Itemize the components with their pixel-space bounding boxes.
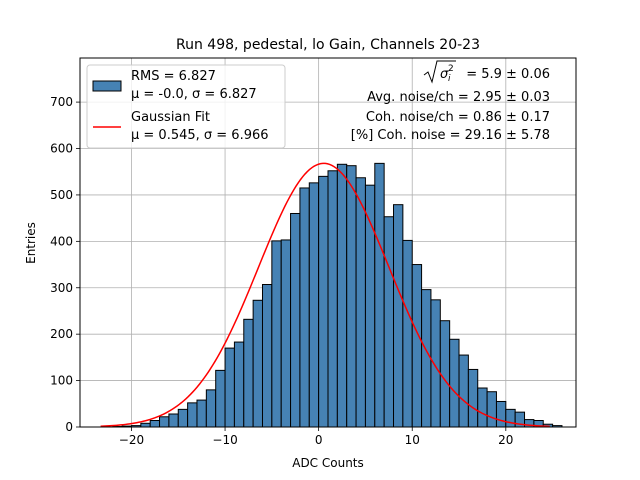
x-tick-label: 10 — [405, 433, 420, 447]
histogram-bars — [112, 162, 563, 428]
sigma-annotation: = 5.9 ± 0.06 — [466, 67, 550, 82]
histogram-bar — [458, 354, 469, 428]
x-tick-label: 20 — [498, 433, 513, 447]
histogram-bar — [449, 338, 460, 428]
histogram-bar — [486, 391, 497, 428]
y-tick-label: 600 — [50, 142, 73, 156]
x-tick-label: 0 — [315, 433, 323, 447]
y-tick-label: 200 — [50, 327, 73, 341]
y-tick-label: 300 — [50, 281, 73, 295]
histogram-bar — [140, 422, 151, 428]
histogram-bar — [421, 289, 432, 428]
legend: RMS = 6.827 μ = -0.0, σ = 6.827 Gaussian… — [86, 64, 286, 149]
histogram-bar — [439, 320, 451, 428]
histogram-bar — [467, 368, 479, 428]
x-axis-label: ADC Counts — [292, 456, 364, 470]
avg-noise-annotation: Avg. noise/ch = 2.95 ± 0.03 — [367, 90, 550, 105]
plot-frame — [79, 57, 577, 428]
histogram-bar — [149, 420, 161, 428]
histogram-bar — [196, 399, 207, 428]
legend-fit-stats: μ = 0.545, σ = 6.966 — [131, 128, 269, 143]
histogram-bar — [233, 341, 245, 428]
histogram-bar — [374, 162, 385, 428]
histogram-bar — [346, 165, 357, 428]
noise-annotations: σ i 2 = 5.9 ± 0.06 Avg. noise/ch = 2.95 … — [351, 60, 550, 143]
histogram-bar — [505, 408, 516, 428]
y-tick-label: 500 — [50, 188, 73, 202]
histogram-bar — [187, 402, 198, 428]
histogram-bar — [308, 182, 320, 428]
legend-fit-label: Gaussian Fit — [131, 110, 210, 125]
chart-title: Run 498, pedestal, lo Gain, Channels 20-… — [176, 37, 480, 53]
histogram-bar — [261, 284, 273, 428]
legend-box — [86, 64, 286, 149]
gaussian-fit-line — [100, 162, 550, 428]
y-tick-label: 0 — [65, 420, 73, 434]
y-tick-label: 100 — [50, 374, 73, 388]
histogram-bar — [477, 387, 488, 428]
histogram-bar — [383, 216, 395, 428]
histogram-bar — [336, 163, 348, 428]
histogram-bar — [393, 204, 404, 428]
x-tick-label: −20 — [119, 433, 144, 447]
svg-text:2: 2 — [448, 64, 454, 74]
x-tick-label: −10 — [212, 433, 237, 447]
y-tick-label: 700 — [50, 95, 73, 109]
y-tick-label: 400 — [50, 234, 73, 248]
histogram-bar — [280, 239, 292, 428]
histogram-bar — [495, 400, 507, 428]
svg-text:σ: σ — [440, 67, 449, 82]
coh-percent-annotation: [%] Coh. noise = 29.16 ± 5.78 — [351, 128, 550, 143]
legend-histogram-swatch — [92, 80, 122, 92]
histogram-bar — [355, 177, 366, 428]
histogram-bar — [215, 369, 226, 428]
histogram-bar — [168, 413, 179, 428]
sigma-symbol: σ i 2 — [423, 60, 456, 84]
legend-histogram-stats: μ = -0.0, σ = 6.827 — [131, 87, 257, 102]
histogram-bar — [318, 175, 329, 428]
histogram-bar — [327, 170, 338, 428]
svg-text:i: i — [448, 74, 451, 84]
histogram-bar — [402, 239, 413, 428]
histogram-bar — [290, 212, 301, 428]
histogram-bar — [299, 187, 310, 428]
histogram-bar — [430, 299, 441, 428]
histogram-bar — [271, 240, 282, 428]
histogram-bar — [177, 408, 189, 428]
histogram-bar — [159, 416, 170, 428]
legend-histogram-label: RMS = 6.827 — [131, 69, 216, 84]
y-axis-label: Entries — [24, 222, 38, 264]
histogram-bar — [411, 264, 423, 428]
histogram-bar — [252, 299, 263, 428]
histogram-bar — [243, 318, 254, 428]
histogram-bar — [205, 389, 217, 428]
histogram-bar — [224, 347, 235, 428]
coh-noise-annotation: Coh. noise/ch = 0.86 ± 0.17 — [366, 110, 550, 125]
